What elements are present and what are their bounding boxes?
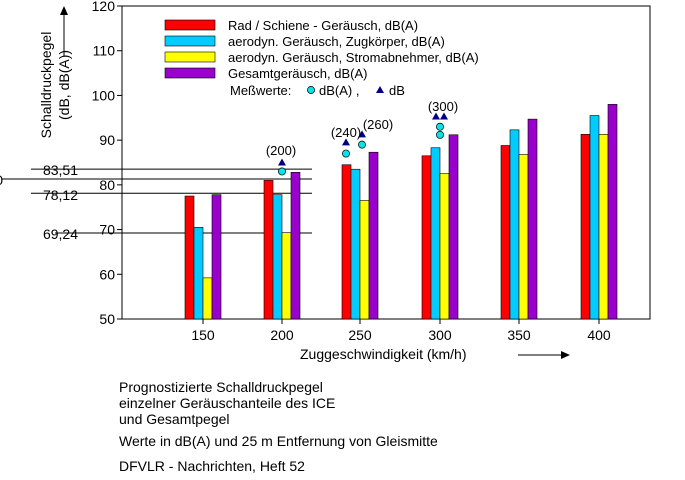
- caption-line-4: Werte in dB(A) und 25 m Entfernung von G…: [119, 433, 438, 449]
- bar: [500, 145, 511, 320]
- x-tick-label: 350: [507, 327, 531, 343]
- y-tick-label: 120: [92, 0, 116, 14]
- y-tick-label: 100: [92, 87, 116, 103]
- y-tick-label: 110: [93, 43, 116, 59]
- y-tick-label: 90: [99, 132, 115, 148]
- x-axis-arrow-head: [561, 351, 570, 359]
- legend-swatch: [164, 51, 216, 63]
- legend-swatch: [164, 19, 216, 31]
- legend-db-label: dB: [389, 83, 405, 98]
- reference-line-label: 81,30: [0, 172, 3, 188]
- y-tick-label: 70: [99, 222, 115, 238]
- measurement-annotation: (300): [428, 99, 458, 114]
- legend-swatch: [164, 35, 216, 47]
- measurement-annotation: (200): [266, 143, 296, 158]
- measured-point-db: [342, 138, 350, 146]
- x-axis-label: Zuggeschwindigkeit (km/h): [300, 346, 467, 362]
- bar: [598, 134, 609, 320]
- measured-point-db: [432, 112, 440, 120]
- bar: [359, 200, 370, 320]
- y-tick-label: 60: [99, 266, 115, 282]
- caption-line-1: Prognostizierte Schalldruckpegel: [119, 379, 323, 395]
- bar: [430, 147, 441, 320]
- caption-line-3: und Gesamtpegel: [119, 411, 230, 427]
- x-tick-label: 150: [191, 327, 215, 343]
- measured-point-dba: [358, 140, 366, 149]
- y-tick-label: 50: [99, 311, 115, 327]
- caption-line-2: einzelner Geräuschanteile des ICE: [119, 395, 336, 411]
- bar: [184, 195, 195, 320]
- bar: [448, 134, 459, 320]
- bar: [272, 194, 283, 320]
- measured-point-dba: [436, 130, 444, 139]
- bar: [350, 168, 361, 320]
- y-axis-label-line2: (dB, dB(A)): [56, 50, 72, 120]
- legend-label: Rad / Schiene - Geräusch, dB(A): [228, 18, 418, 33]
- legend-dba-label: dB(A) ,: [319, 83, 359, 98]
- measured-point-db: [358, 130, 366, 138]
- bar: [202, 277, 213, 320]
- legend-measurements-label: Meßwerte:: [230, 83, 291, 98]
- measured-point-dba: [278, 167, 286, 176]
- legend-label: aerodyn. Geräusch, Stromabnehmer, dB(A): [228, 50, 479, 65]
- legend-label: aerodyn. Geräusch, Zugkörper, dB(A): [228, 34, 445, 49]
- x-tick-label: 400: [587, 327, 611, 343]
- legend-label: Gesamtgeräusch, dB(A): [228, 66, 367, 81]
- measured-point-dba: [436, 122, 444, 131]
- plot-frame: [121, 5, 651, 320]
- bar: [518, 154, 529, 320]
- y-tick-label: 80: [99, 177, 115, 193]
- bar: [263, 180, 274, 320]
- bar: [527, 118, 538, 320]
- caption-source: DFVLR - Nachrichten, Heft 52: [119, 458, 305, 474]
- measurement-annotation: (260): [363, 117, 393, 132]
- reference-line-label: 69,24: [43, 226, 78, 242]
- bar: [509, 129, 520, 320]
- y-axis-arrow-head: [60, 6, 68, 15]
- bar: [421, 155, 432, 320]
- x-tick-label: 200: [270, 327, 294, 343]
- x-tick-label: 250: [348, 327, 372, 343]
- bar: [589, 115, 600, 320]
- measured-point-db: [278, 158, 286, 166]
- bar: [368, 151, 379, 320]
- y-axis-label-line1: Schalldruckpegel: [38, 32, 54, 139]
- legend-marker-dba: [307, 86, 315, 94]
- x-tick-label: 300: [428, 327, 452, 343]
- legend-marker-db: [376, 86, 384, 93]
- reference-line-label: 83,51: [43, 162, 78, 178]
- bar: [607, 104, 618, 320]
- measurement-annotation: (240): [331, 125, 361, 140]
- bar: [439, 173, 450, 320]
- measured-point-db: [440, 112, 448, 120]
- measured-point-dba: [342, 149, 350, 158]
- legend-swatch: [164, 67, 216, 79]
- reference-line-label: 78,12: [43, 187, 78, 203]
- bar: [341, 164, 352, 320]
- bar: [193, 227, 204, 320]
- bar: [281, 232, 292, 320]
- bar: [580, 134, 591, 320]
- bar: [290, 172, 301, 320]
- bar: [211, 194, 222, 320]
